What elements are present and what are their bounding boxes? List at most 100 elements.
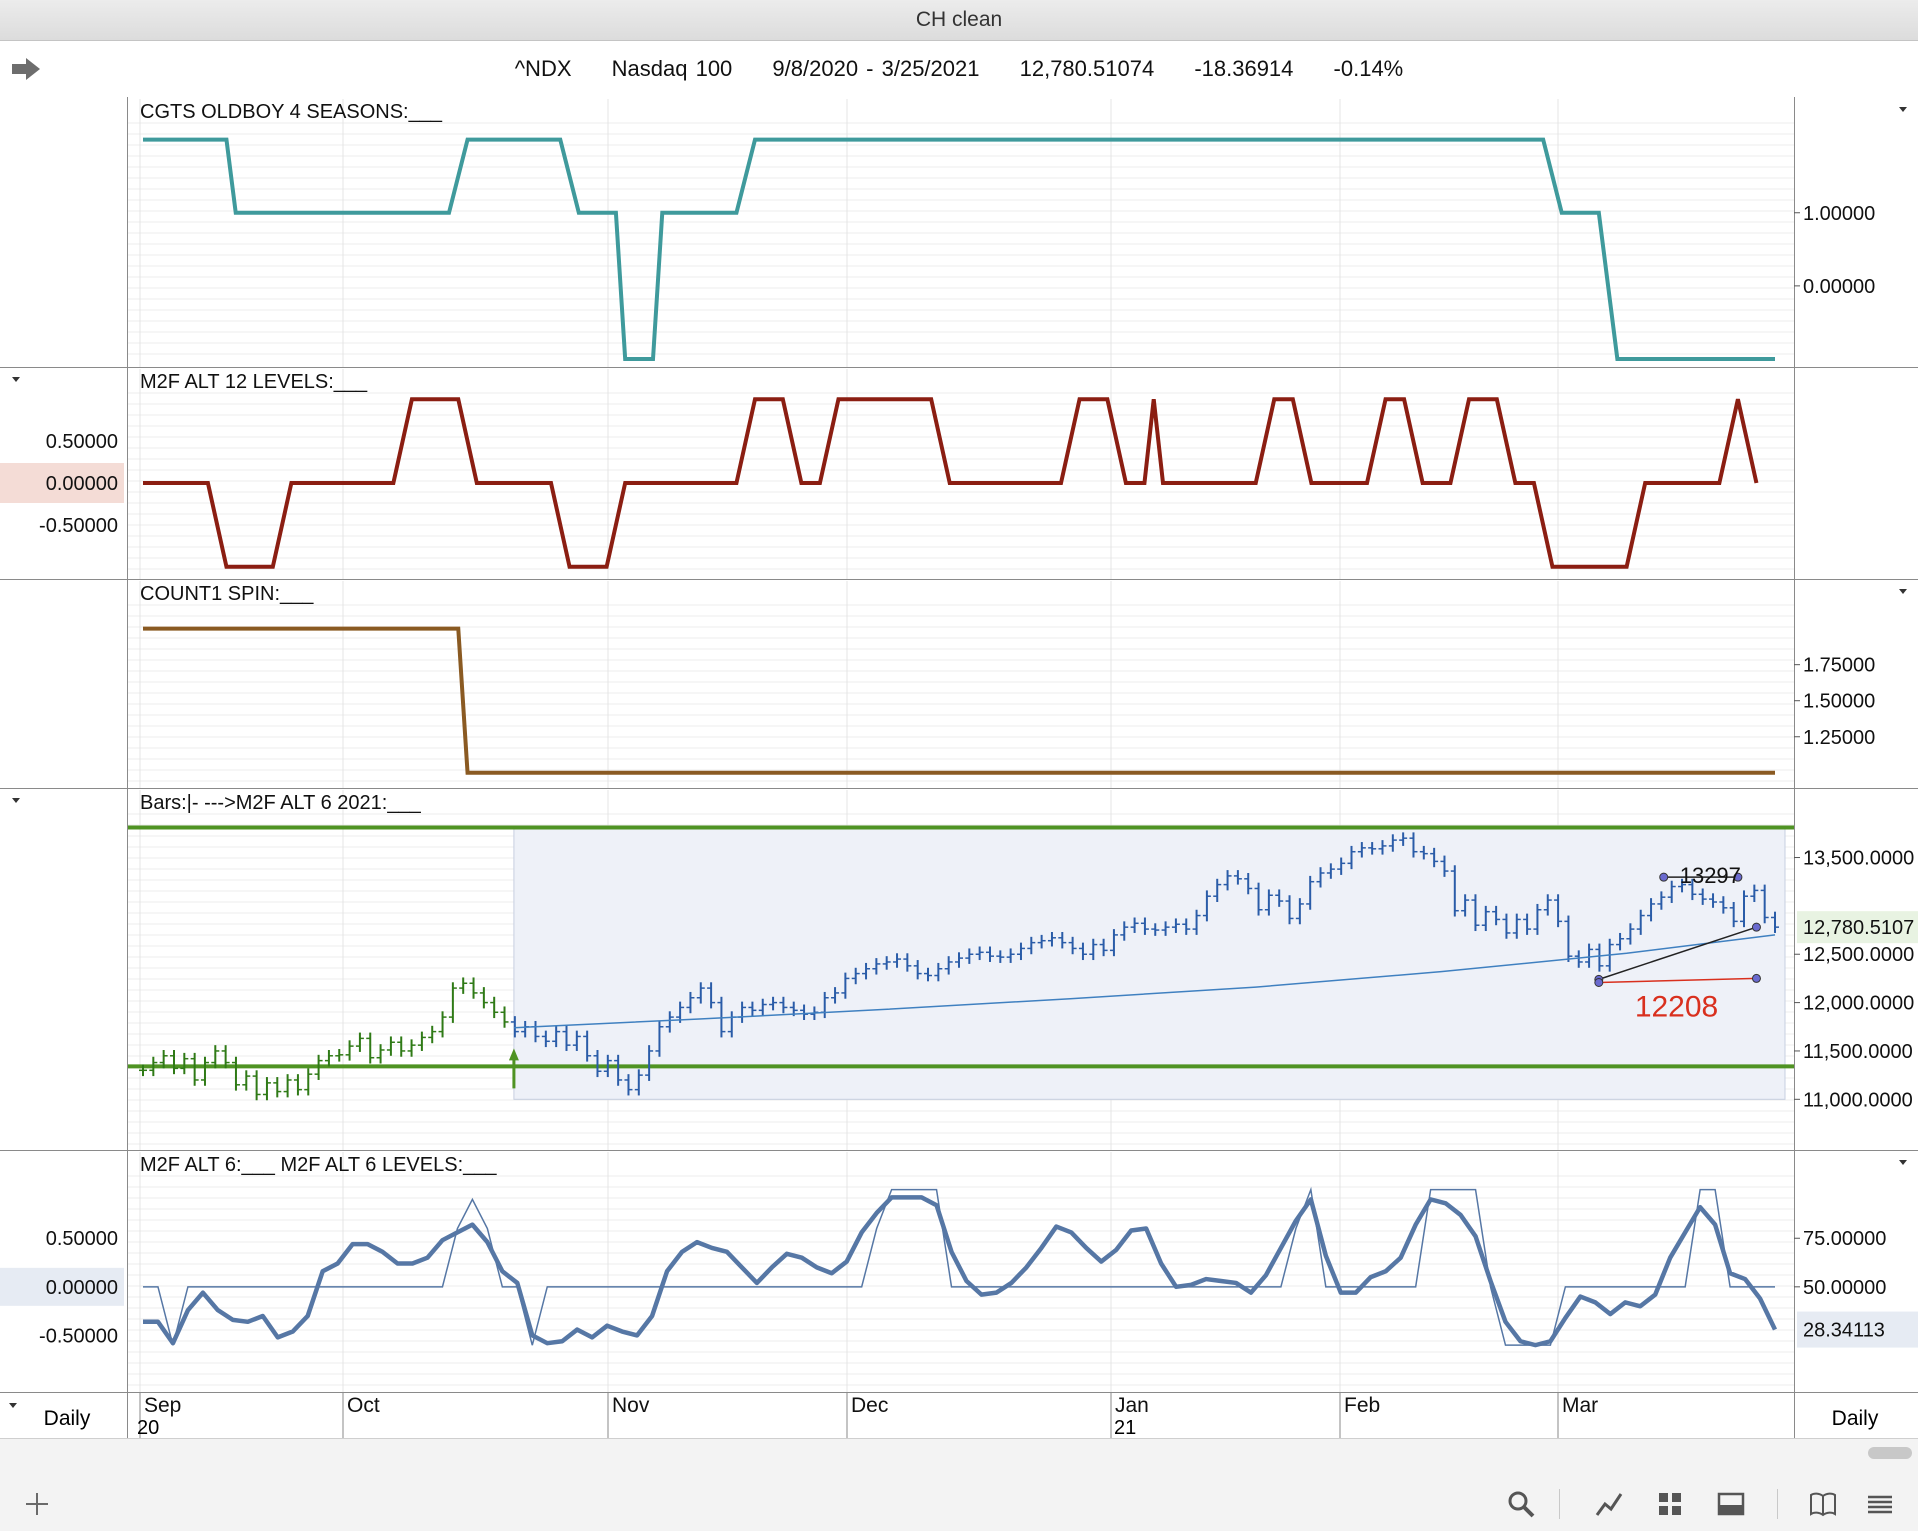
ohlc-bar (180, 1052, 189, 1075)
ohlc-bar (645, 1045, 654, 1081)
menu-icon[interactable] (1865, 1489, 1895, 1519)
y-tick-label: 1.50000 (1803, 691, 1875, 713)
high-annotation: 13297 (1680, 863, 1741, 888)
ohlc-bar (1006, 948, 1015, 963)
ohlc-bar (397, 1036, 406, 1057)
chart-canvas[interactable]: CGTS OLDBOY 4 SEASONS:___1.000000.00000M… (0, 97, 1918, 1438)
month-label-jan: Jan (1115, 1394, 1149, 1417)
ohlc-bar (1419, 845, 1428, 860)
timeframe-right[interactable]: Daily (1832, 1407, 1879, 1430)
ohlc-bar (1016, 942, 1025, 961)
chart-line-icon[interactable] (1594, 1489, 1624, 1519)
ohlc-bar (1027, 936, 1036, 955)
ohlc-bar (1368, 842, 1377, 855)
alt6-series-line (143, 1195, 1778, 1348)
ohlc-bar (1492, 905, 1501, 926)
ohlc-bar (1161, 921, 1170, 936)
search-icon[interactable] (1506, 1489, 1536, 1519)
year-label-20: 20 (137, 1417, 159, 1438)
timeframe-dropdown-icon[interactable] (9, 1403, 17, 1408)
book-icon[interactable] (1808, 1489, 1838, 1519)
m2f12-series-line (143, 397, 1759, 569)
panel-title: Bars:|- --->M2F ALT 6 2021:___ (140, 792, 422, 814)
ohlc-bar (335, 1049, 344, 1062)
ohlc-bar (1461, 894, 1470, 917)
ohlc-bar (1729, 902, 1738, 928)
cgts-series-line (143, 137, 1775, 361)
ohlc-bar (1440, 855, 1449, 877)
ohlc-bar (221, 1045, 230, 1069)
ohlc-bar (769, 996, 778, 1011)
ohlc-bar (1585, 943, 1594, 968)
y-tick-label: 13,500.0000 (1803, 848, 1914, 870)
panel-4: Bars:|- --->M2F ALT 6 2021:___ 13297 12208… (0, 790, 1918, 1151)
indicator-panels: CGTS OLDBOY 4 SEASONS:___1.000000.00000M… (0, 99, 1918, 1393)
ohlc-bar (1740, 890, 1749, 928)
ohlc-bar (448, 982, 457, 1023)
grid-layout-icon[interactable] (1655, 1489, 1685, 1519)
ohlc-bar (1275, 889, 1284, 907)
month-label-oct: Oct (347, 1394, 380, 1417)
last-price-highlight (1797, 911, 1918, 944)
add-icon[interactable] (22, 1489, 52, 1519)
panel-title: CGTS OLDBOY 4 SEASONS:___ (140, 101, 443, 123)
ohlc-bar (583, 1030, 592, 1062)
ohlc-bar (1388, 834, 1397, 852)
ohlc-bar (324, 1049, 333, 1067)
ohlc-bar (479, 987, 488, 1009)
ohlc-bar (541, 1030, 550, 1048)
ohlc-bar (1244, 872, 1253, 895)
month-label-dec: Dec (851, 1394, 888, 1417)
panel-2: M2F ALT 12 LEVELS:___ 0.50000 0.00000 -0.50… (0, 369, 1918, 580)
ohlc-bar (407, 1039, 416, 1057)
ohlc-bar (283, 1074, 292, 1098)
y-tick-label-left: -0.50000 (39, 1325, 118, 1347)
ohlc-bar (1202, 890, 1211, 922)
quote-toolbar: ^NDX Nasdaq 100 9/8/2020 - 3/25/2021 12,… (0, 41, 1918, 98)
ohlc-bar (149, 1056, 158, 1077)
ohlc-bar (831, 987, 840, 1004)
panel-menu-icon (1899, 589, 1907, 594)
ohlc-bar (996, 950, 1005, 963)
panel-3: COUNT1 SPIN:___ 1.75000 1.50000 1.25000 (0, 581, 1918, 789)
ohlc-bar (1171, 918, 1180, 933)
ohlc-bar (1151, 923, 1160, 936)
ohlc-bar (1750, 884, 1759, 903)
ohlc-bar (717, 996, 726, 1038)
ohlc-bar (1698, 888, 1707, 905)
ohlc-bar (459, 977, 468, 994)
right-current-label: 28.34113 (1803, 1320, 1885, 1342)
ohlc-bar (438, 1011, 447, 1038)
resistance-line-handle (1733, 872, 1743, 882)
alt6-levels-line (143, 1186, 1775, 1346)
ohlc-bar (1140, 917, 1149, 935)
horizontal-scrollbar[interactable] (1868, 1447, 1912, 1459)
ohlc-bar (273, 1077, 282, 1098)
quote-symbol: ^NDX (514, 56, 572, 81)
forward-arrow-icon[interactable] (10, 55, 42, 83)
ohlc-bar (1337, 857, 1346, 875)
y-tick-label: 12,000.0000 (1803, 993, 1914, 1015)
ohlc-bar (707, 982, 716, 1009)
ohlc-bar (1378, 840, 1387, 855)
ohlc-bar (1347, 845, 1356, 870)
ohlc-bar (1719, 896, 1728, 914)
low-annotation: 12208 (1635, 990, 1718, 1023)
timeframe-left[interactable]: Daily (44, 1407, 91, 1430)
ohlc-bar (1068, 936, 1077, 955)
support-line (1598, 977, 1757, 984)
ohlc-bar (1533, 903, 1542, 935)
y-tick-label: 12,500.0000 (1803, 944, 1914, 966)
ohlc-bar (552, 1025, 561, 1048)
panel-layout-icon[interactable] (1716, 1489, 1746, 1519)
ohlc-bar (655, 1020, 664, 1057)
ohlc-bar (211, 1045, 220, 1069)
ohlc-bar (355, 1032, 364, 1052)
ohlc-bar (975, 946, 984, 961)
ohlc-bar (1295, 898, 1304, 925)
ohlc-bar (252, 1070, 261, 1101)
y-tick-label: 1.75000 (1803, 655, 1875, 677)
ohlc-bar (1667, 880, 1676, 903)
ohlc-bar (562, 1025, 571, 1051)
panel-menu-icon (12, 377, 20, 382)
